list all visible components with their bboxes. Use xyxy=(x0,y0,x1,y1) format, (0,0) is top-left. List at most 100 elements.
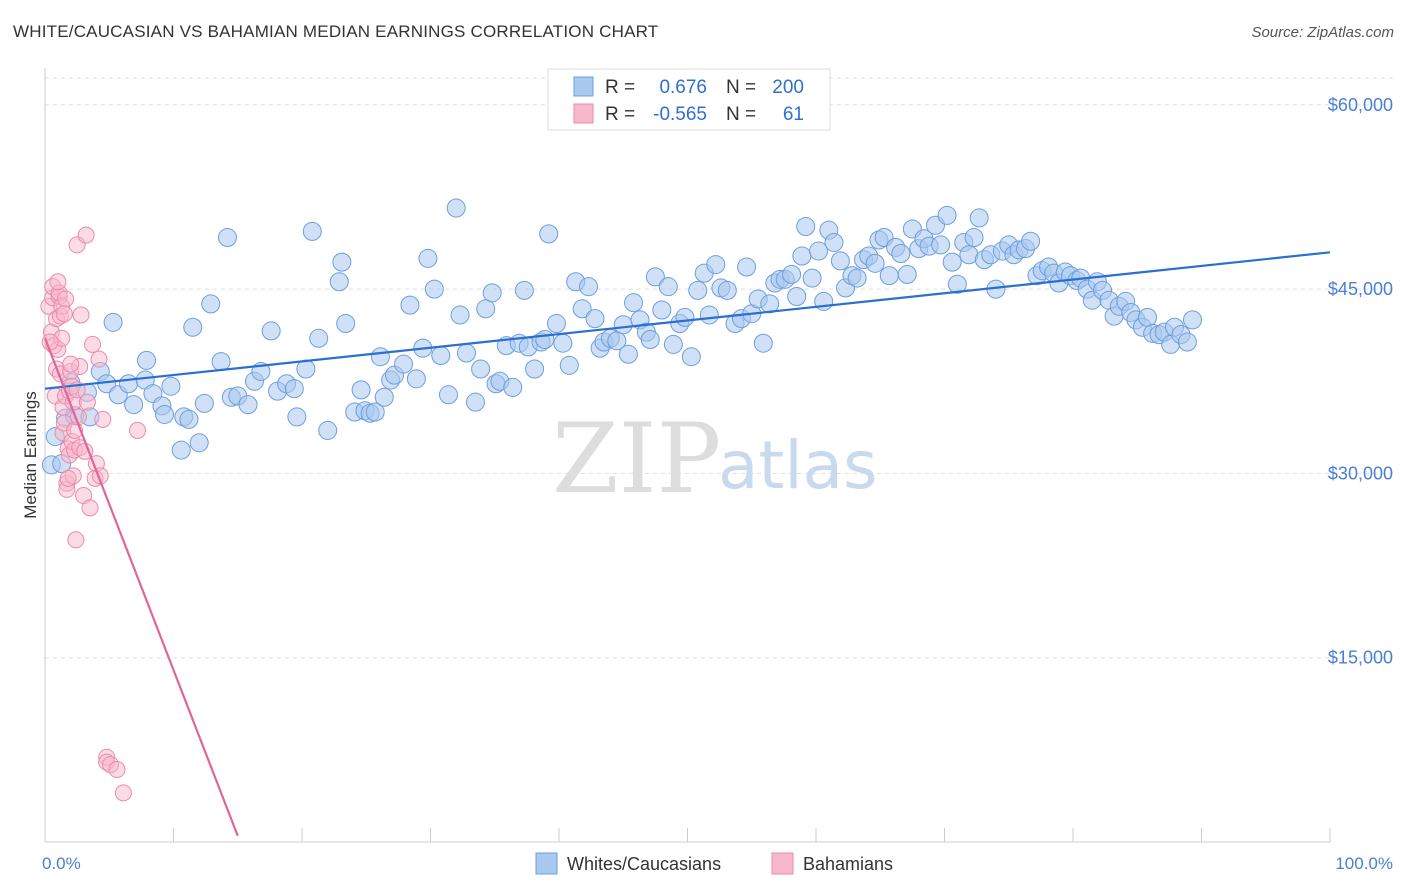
data-point-whites xyxy=(792,246,812,266)
data-point-whites xyxy=(302,221,322,241)
data-point-whites xyxy=(438,385,458,405)
data-point-whites xyxy=(211,352,231,372)
legend-box: R = 0.676 N = 200 R = -0.565 N = 61 xyxy=(547,68,831,131)
data-point-whites xyxy=(572,299,592,319)
bottom-legend: Whites/Caucasians Bahamians xyxy=(535,852,893,875)
legend-swatch-white xyxy=(573,76,594,97)
data-point-whites xyxy=(351,380,371,400)
data-point-whites xyxy=(525,359,545,379)
data-point-whites xyxy=(931,235,951,255)
legend-n-value-bahamian: 61 xyxy=(783,104,804,125)
data-point-whites xyxy=(624,293,644,313)
watermark: ZIP atlas xyxy=(552,403,878,515)
data-point-whites xyxy=(658,277,678,297)
y-tick-labels: $15,000 $30,000 $45,000 $60,000 xyxy=(1328,95,1393,668)
data-point-whites xyxy=(336,314,356,334)
y-tick-label: $60,000 xyxy=(1328,95,1393,115)
data-point-bahamians xyxy=(84,335,102,353)
data-point-whites xyxy=(217,228,237,248)
data-point-whites xyxy=(329,272,349,292)
data-point-bahamians xyxy=(78,393,96,411)
legend-r-label-white: R = xyxy=(605,77,635,98)
data-point-whites xyxy=(332,252,352,272)
data-point-whites xyxy=(431,345,451,365)
data-point-bahamians xyxy=(108,761,126,779)
data-point-whites xyxy=(847,268,867,288)
data-point-bahamians xyxy=(62,355,80,373)
chart-title: WHITE/CAUCASIAN VS BAHAMIAN MEDIAN EARNI… xyxy=(13,22,659,41)
series-bahamians-points xyxy=(40,226,147,802)
legend-r-value-white: 0.676 xyxy=(659,77,707,98)
y-tick-label: $15,000 xyxy=(1328,648,1393,668)
bottom-legend-label-bahamian: Bahamians xyxy=(803,854,893,874)
data-point-whites xyxy=(782,264,802,284)
data-point-whites xyxy=(424,279,444,299)
data-point-whites xyxy=(539,224,559,244)
legend-swatch-bahamian xyxy=(573,103,594,124)
data-point-whites xyxy=(706,255,726,275)
data-point-whites xyxy=(760,294,780,314)
data-point-whites xyxy=(171,440,191,460)
data-point-whites xyxy=(261,321,281,341)
data-point-whites xyxy=(618,344,638,364)
data-point-whites xyxy=(753,333,773,353)
data-point-whites xyxy=(579,277,599,297)
legend-n-value-white: 200 xyxy=(772,77,804,98)
trend-line-bahamians xyxy=(43,337,239,837)
data-point-bahamians xyxy=(57,290,75,308)
data-point-bahamians xyxy=(59,469,77,487)
bottom-legend-label-white: Whites/Caucasians xyxy=(567,854,721,874)
data-point-whites xyxy=(514,280,534,300)
data-point-whites xyxy=(1177,332,1197,352)
data-point-whites xyxy=(194,393,214,413)
data-point-bahamians xyxy=(55,305,73,323)
data-point-whites xyxy=(937,205,957,225)
bottom-legend-swatch-white xyxy=(535,852,558,875)
data-point-bahamians xyxy=(72,306,90,324)
data-point-whites xyxy=(370,347,390,367)
data-point-whites xyxy=(688,280,708,300)
data-point-whites xyxy=(161,376,181,396)
data-point-bahamians xyxy=(41,333,59,351)
data-point-whites xyxy=(809,241,829,261)
data-point-whites xyxy=(535,330,555,350)
data-point-bahamians xyxy=(67,531,85,549)
data-point-whites xyxy=(865,253,885,273)
data-point-bahamians xyxy=(94,410,112,428)
data-point-whites xyxy=(365,402,385,422)
data-point-bahamians xyxy=(81,499,99,517)
x-ticks xyxy=(173,828,1331,842)
data-point-whites xyxy=(137,350,157,370)
y-tick-label: $45,000 xyxy=(1328,279,1393,299)
y-tick-label: $30,000 xyxy=(1328,463,1393,483)
data-point-whites xyxy=(155,404,175,424)
data-point-whites xyxy=(585,309,605,329)
trend-lines xyxy=(43,251,1331,837)
data-point-whites xyxy=(613,315,633,335)
y-axis-title: Median Earnings xyxy=(21,391,40,519)
data-point-bahamians xyxy=(77,226,95,244)
data-point-whites xyxy=(471,359,491,379)
data-point-whites xyxy=(179,409,199,429)
data-point-bahamians xyxy=(129,421,147,439)
data-point-whites xyxy=(559,355,579,375)
data-point-whites xyxy=(238,395,258,415)
x-tick-label-min: 0.0% xyxy=(42,854,81,873)
data-point-whites xyxy=(189,433,209,453)
data-point-bahamians xyxy=(90,350,108,368)
source-label: Source: ZipAtlas.com xyxy=(1251,24,1394,41)
data-point-whites xyxy=(675,307,695,327)
data-point-whites xyxy=(663,334,683,354)
data-point-whites xyxy=(1138,307,1158,327)
watermark-zip: ZIP xyxy=(552,403,721,515)
data-point-whites xyxy=(1183,310,1203,330)
data-point-whites xyxy=(446,198,466,218)
data-point-whites xyxy=(546,314,566,334)
data-point-whites xyxy=(737,257,757,277)
data-point-bahamians xyxy=(49,273,67,291)
data-point-whites xyxy=(942,252,962,272)
legend-n-label-white: N = xyxy=(726,77,756,98)
data-point-whites xyxy=(897,264,917,284)
data-point-whites xyxy=(640,330,660,350)
